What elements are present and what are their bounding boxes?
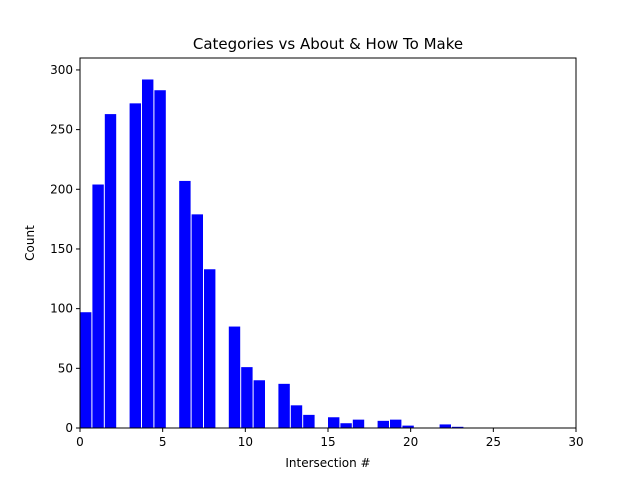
histogram-bar bbox=[204, 269, 216, 428]
x-tick-label: 10 bbox=[238, 435, 253, 449]
y-axis-label: Count bbox=[23, 225, 37, 261]
x-axis-ticks: 0 5 10 15 20 25 30 bbox=[76, 428, 584, 449]
histogram-bar bbox=[303, 414, 315, 428]
chart-title: Categories vs About & How To Make bbox=[193, 35, 463, 53]
x-tick-label: 15 bbox=[320, 435, 335, 449]
x-tick-label: 30 bbox=[568, 435, 583, 449]
histogram-bar bbox=[340, 423, 352, 428]
y-tick-label: 0 bbox=[65, 421, 73, 435]
x-tick-label: 25 bbox=[486, 435, 501, 449]
y-tick-label: 300 bbox=[50, 63, 73, 77]
y-tick-label: 250 bbox=[50, 123, 73, 137]
histogram-bar bbox=[278, 383, 290, 428]
x-axis-label: Intersection # bbox=[285, 456, 370, 470]
histogram-bar bbox=[439, 424, 451, 428]
y-tick-label: 100 bbox=[50, 302, 73, 316]
histogram-bar bbox=[129, 103, 141, 429]
x-tick-label: 5 bbox=[159, 435, 167, 449]
histogram-bar bbox=[154, 90, 166, 429]
histogram-bar bbox=[452, 426, 464, 428]
histogram-bar bbox=[352, 419, 365, 428]
x-tick-label: 20 bbox=[403, 435, 418, 449]
histogram-bar bbox=[142, 79, 154, 428]
histogram-bar bbox=[377, 420, 389, 428]
bars-group bbox=[80, 79, 464, 429]
histogram-bar bbox=[290, 405, 303, 428]
histogram-bar bbox=[241, 367, 253, 428]
histogram-bar bbox=[104, 114, 117, 428]
histogram-bar bbox=[390, 419, 402, 428]
y-tick-label: 150 bbox=[50, 242, 73, 256]
histogram-bar bbox=[191, 214, 203, 428]
histogram-bar bbox=[228, 326, 241, 428]
histogram-bar bbox=[328, 417, 340, 428]
histogram-bar bbox=[92, 184, 104, 428]
y-tick-label: 200 bbox=[50, 182, 73, 196]
x-tick-label: 0 bbox=[76, 435, 84, 449]
histogram-bar bbox=[179, 180, 191, 428]
histogram-bar bbox=[253, 380, 265, 428]
histogram-bar bbox=[402, 425, 414, 428]
y-tick-label: 50 bbox=[58, 361, 73, 375]
histogram-bar bbox=[80, 312, 92, 428]
y-axis-ticks: 0 50 100 150 200 250 300 bbox=[50, 63, 80, 435]
